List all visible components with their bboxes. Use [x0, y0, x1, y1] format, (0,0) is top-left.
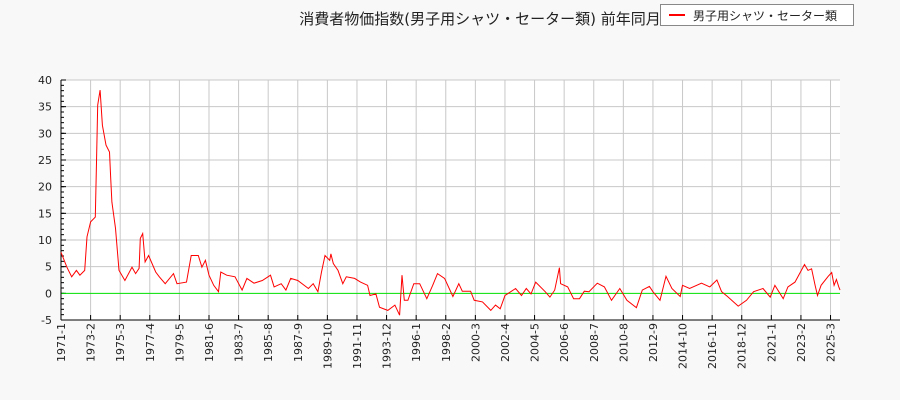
x-tick-label: 1996-1	[410, 323, 423, 362]
y-tick-label: -5	[41, 314, 52, 327]
x-tick-label: 1971-1	[55, 323, 68, 362]
x-tick-label: 2010-8	[617, 323, 630, 362]
x-tick-label: 1983-7	[233, 323, 246, 362]
y-tick-label: 35	[38, 101, 52, 114]
series-line	[60, 90, 841, 316]
x-tick-label: 1989-10	[321, 323, 334, 369]
x-tick-label: 2012-9	[647, 323, 660, 362]
y-tick-label: 5	[45, 261, 52, 274]
y-tick-label: 30	[38, 127, 52, 140]
x-tick-label: 1975-3	[114, 323, 127, 362]
x-tick-label: 2018-12	[736, 323, 749, 369]
x-tick-label: 1991-11	[351, 323, 364, 369]
x-tick-label: 1987-9	[292, 323, 305, 362]
y-tick-label: 10	[38, 234, 52, 247]
plot-area	[61, 80, 840, 320]
legend-swatch	[669, 14, 685, 16]
x-tick-label: 2025-3	[825, 323, 838, 362]
chart-title: 消費者物価指数(男子用シャツ・セーター類) 前年同月比（	[299, 10, 691, 28]
x-tick-label: 2016-11	[706, 323, 719, 369]
x-tick-label: 2002-4	[499, 323, 512, 362]
x-tick-label: 1973-2	[85, 323, 98, 362]
x-tick-label: 1993-12	[381, 323, 394, 369]
x-tick-label: 2014-10	[677, 323, 690, 369]
x-tick-label: 2006-6	[558, 323, 571, 362]
y-tick-label: 25	[38, 154, 52, 167]
x-tick-label: 1979-5	[173, 323, 186, 362]
legend-label: 男子用シャツ・セーター類	[693, 8, 838, 23]
x-tick-label: 2023-2	[795, 323, 808, 362]
x-tick-label: 1977-4	[144, 323, 157, 362]
x-tick-label: 1985-8	[262, 323, 275, 362]
x-tick-label: 2008-7	[588, 323, 601, 362]
legend: 男子用シャツ・セーター類	[660, 4, 854, 26]
x-tick-label: 2000-3	[469, 323, 482, 362]
x-tick-label: 2021-1	[765, 323, 778, 362]
y-tick-label: 20	[38, 181, 52, 194]
y-tick-label: 0	[45, 287, 52, 300]
x-tick-label: 1981-6	[203, 323, 216, 362]
y-tick-label: 15	[38, 207, 52, 220]
x-tick-label: 1998-2	[440, 323, 453, 362]
y-tick-label: 40	[38, 74, 52, 87]
x-tick-label: 2004-5	[529, 323, 542, 362]
